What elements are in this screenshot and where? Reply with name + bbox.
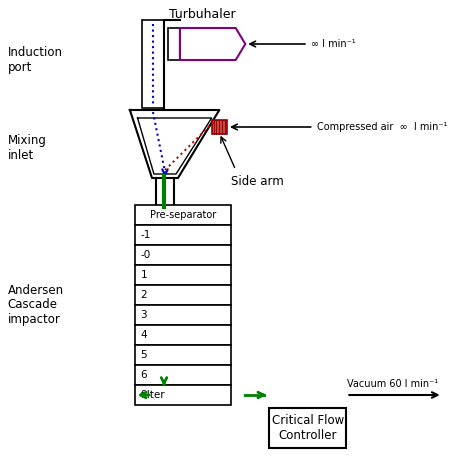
- Text: ∞ l min⁻¹: ∞ l min⁻¹: [311, 39, 356, 49]
- Text: 1: 1: [140, 270, 147, 280]
- Text: Critical Flow
Controller: Critical Flow Controller: [272, 414, 344, 442]
- Text: -1: -1: [140, 230, 151, 240]
- Text: Vacuum 60 l min⁻¹: Vacuum 60 l min⁻¹: [346, 379, 438, 389]
- Text: Pre-separator: Pre-separator: [150, 210, 216, 220]
- Bar: [212, 120, 227, 134]
- Bar: [269, 408, 346, 448]
- Text: filter: filter: [140, 390, 165, 400]
- Text: Side arm: Side arm: [231, 175, 283, 188]
- Bar: [135, 325, 231, 345]
- Text: Induction
port: Induction port: [8, 46, 63, 74]
- Bar: [135, 365, 231, 385]
- Text: 6: 6: [140, 370, 147, 380]
- Bar: [135, 305, 231, 325]
- Text: Mixing
inlet: Mixing inlet: [8, 134, 46, 162]
- Bar: [135, 245, 231, 265]
- Text: 2: 2: [140, 290, 147, 300]
- Bar: [142, 20, 164, 108]
- Text: 5: 5: [140, 350, 147, 360]
- Text: -0: -0: [140, 250, 151, 260]
- Bar: [168, 28, 180, 60]
- Text: Andersen
Cascade
impactor: Andersen Cascade impactor: [8, 284, 64, 326]
- Bar: [135, 285, 231, 305]
- Bar: [135, 345, 231, 365]
- Bar: [135, 385, 231, 405]
- Text: Turbuhaler: Turbuhaler: [169, 8, 235, 21]
- Bar: [135, 225, 231, 245]
- Bar: [135, 265, 231, 285]
- Text: 3: 3: [140, 310, 147, 320]
- Bar: [135, 205, 231, 225]
- Text: Compressed air  ∞  l min⁻¹: Compressed air ∞ l min⁻¹: [317, 122, 447, 132]
- Text: 4: 4: [140, 330, 147, 340]
